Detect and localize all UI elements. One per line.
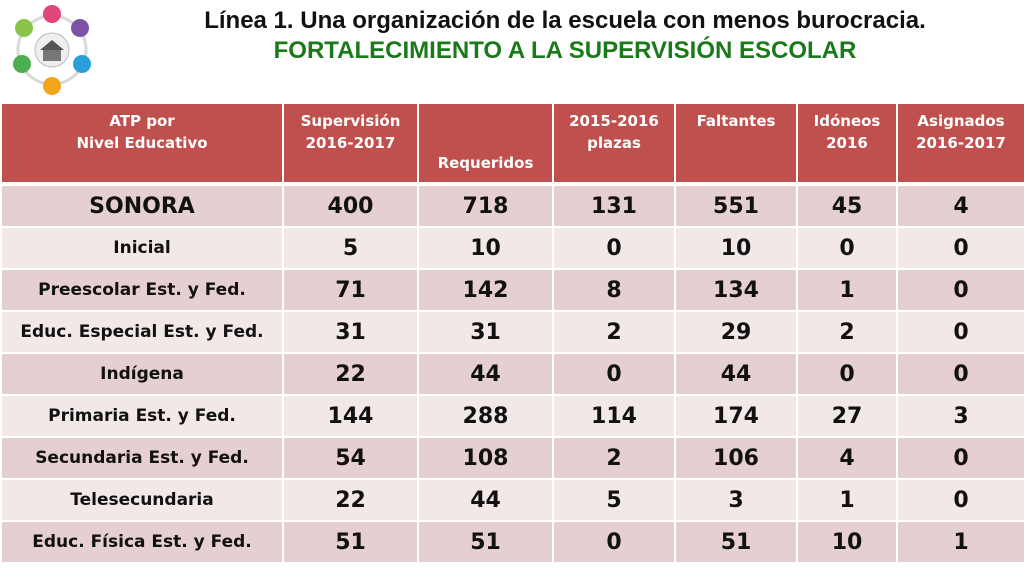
- column-header-asignados: Asignados 2016-2017: [896, 102, 1024, 185]
- column-header-line: Supervisión: [300, 112, 401, 130]
- column-header-line: 2016-2017: [916, 134, 1006, 152]
- column-header-line: Requeridos: [437, 154, 534, 172]
- cell-plazas: 2: [552, 310, 676, 354]
- row-label: Educ. Física Est. y Fed.: [0, 520, 284, 564]
- cell-supervision: 22: [282, 478, 419, 522]
- cell-plazas: 131: [552, 183, 676, 228]
- cell-requeridos: 142: [417, 268, 554, 312]
- cell-idoneos: 27: [796, 394, 898, 438]
- cell-faltantes: 106: [674, 436, 798, 480]
- cell-idoneos: 2: [796, 310, 898, 354]
- cell-requeridos: 31: [417, 310, 554, 354]
- cell-faltantes: 51: [674, 520, 798, 564]
- cell-supervision: 71: [282, 268, 419, 312]
- cell-faltantes: 29: [674, 310, 798, 354]
- cell-requeridos: 108: [417, 436, 554, 480]
- cell-asignados: 3: [896, 394, 1024, 438]
- cell-faltantes: 134: [674, 268, 798, 312]
- cell-idoneos: 1: [796, 268, 898, 312]
- cell-faltantes: 174: [674, 394, 798, 438]
- cell-faltantes: 44: [674, 352, 798, 396]
- cell-requeridos: 288: [417, 394, 554, 438]
- cell-faltantes: 10: [674, 226, 798, 270]
- cell-requeridos: 718: [417, 183, 554, 228]
- column-header-faltantes: Faltantes: [674, 102, 798, 185]
- cell-idoneos: 4: [796, 436, 898, 480]
- cell-idoneos: 0: [796, 352, 898, 396]
- cell-supervision: 51: [282, 520, 419, 564]
- column-header-nivel: ATP por Nivel Educativo: [0, 102, 284, 185]
- cell-asignados: 4: [896, 183, 1024, 228]
- column-header-line: 2016-2017: [305, 134, 396, 152]
- title-block: Línea 1. Una organización de la escuela …: [110, 6, 1020, 66]
- cell-faltantes: 3: [674, 478, 798, 522]
- table-row: Telesecundaria 22 44 5 3 1 0: [0, 478, 1024, 522]
- cell-asignados: 1: [896, 520, 1024, 564]
- cell-faltantes: 551: [674, 183, 798, 228]
- cell-plazas: 114: [552, 394, 676, 438]
- cell-asignados: 0: [896, 478, 1024, 522]
- cell-asignados: 0: [896, 436, 1024, 480]
- column-header-line: Nivel Educativo: [76, 134, 208, 152]
- cell-idoneos: 45: [796, 183, 898, 228]
- column-header-line: 2015-2016: [569, 112, 659, 130]
- cell-asignados: 0: [896, 268, 1024, 312]
- cell-requeridos: 51: [417, 520, 554, 564]
- row-label: Telesecundaria: [0, 478, 284, 522]
- table-header-row: ATP por Nivel Educativo Supervisión 2016…: [0, 102, 1024, 185]
- atp-table: ATP por Nivel Educativo Supervisión 2016…: [0, 102, 1024, 564]
- cell-asignados: 0: [896, 226, 1024, 270]
- cell-supervision: 31: [282, 310, 419, 354]
- column-header-line: ATP por: [109, 112, 175, 130]
- column-header-plazas: 2015-2016 plazas: [552, 102, 676, 185]
- column-header-line: Asignados: [917, 112, 1005, 130]
- column-header-line: Idóneos: [813, 112, 881, 130]
- sep-emblem-logo: [13, 5, 91, 95]
- cell-plazas: 5: [552, 478, 676, 522]
- cell-idoneos: 0: [796, 226, 898, 270]
- row-label: Preescolar Est. y Fed.: [0, 268, 284, 312]
- table-row-total: SONORA 400 718 131 551 45 4: [0, 183, 1024, 228]
- cell-plazas: 0: [552, 226, 676, 270]
- row-label: Secundaria Est. y Fed.: [0, 436, 284, 480]
- cell-plazas: 0: [552, 520, 676, 564]
- cell-supervision: 5: [282, 226, 419, 270]
- column-header-line: 2016: [826, 134, 868, 152]
- page-subtitle: FORTALECIMIENTO A LA SUPERVISIÓN ESCOLAR: [273, 37, 857, 64]
- cell-supervision: 54: [282, 436, 419, 480]
- table-row: Primaria Est. y Fed. 144 288 114 174 27 …: [0, 394, 1024, 438]
- cell-idoneos: 10: [796, 520, 898, 564]
- cell-supervision: 144: [282, 394, 419, 438]
- cell-asignados: 0: [896, 310, 1024, 354]
- column-header-requeridos: Requeridos: [417, 102, 554, 185]
- table-row: Preescolar Est. y Fed. 71 142 8 134 1 0: [0, 268, 1024, 312]
- cell-idoneos: 1: [796, 478, 898, 522]
- row-label: Educ. Especial Est. y Fed.: [0, 310, 284, 354]
- column-header-line: plazas: [587, 134, 641, 152]
- cell-supervision: 22: [282, 352, 419, 396]
- row-label: Indígena: [0, 352, 284, 396]
- cell-plazas: 8: [552, 268, 676, 312]
- cell-plazas: 2: [552, 436, 676, 480]
- table-row: Indígena 22 44 0 44 0 0: [0, 352, 1024, 396]
- cell-supervision: 400: [282, 183, 419, 228]
- column-header-supervision: Supervisión 2016-2017: [282, 102, 419, 185]
- row-label: Inicial: [0, 226, 284, 270]
- row-label: SONORA: [0, 183, 284, 228]
- table-row: Secundaria Est. y Fed. 54 108 2 106 4 0: [0, 436, 1024, 480]
- column-header-idoneos: Idóneos 2016: [796, 102, 898, 185]
- table-row: Inicial 5 10 0 10 0 0: [0, 226, 1024, 270]
- cell-requeridos: 44: [417, 478, 554, 522]
- cell-plazas: 0: [552, 352, 676, 396]
- page-title: Línea 1. Una organización de la escuela …: [204, 7, 926, 34]
- row-label: Primaria Est. y Fed.: [0, 394, 284, 438]
- cell-asignados: 0: [896, 352, 1024, 396]
- table-row: Educ. Física Est. y Fed. 51 51 0 51 10 1: [0, 520, 1024, 564]
- table-row: Educ. Especial Est. y Fed. 31 31 2 29 2 …: [0, 310, 1024, 354]
- cell-requeridos: 10: [417, 226, 554, 270]
- cell-requeridos: 44: [417, 352, 554, 396]
- column-header-line: Faltantes: [696, 112, 776, 130]
